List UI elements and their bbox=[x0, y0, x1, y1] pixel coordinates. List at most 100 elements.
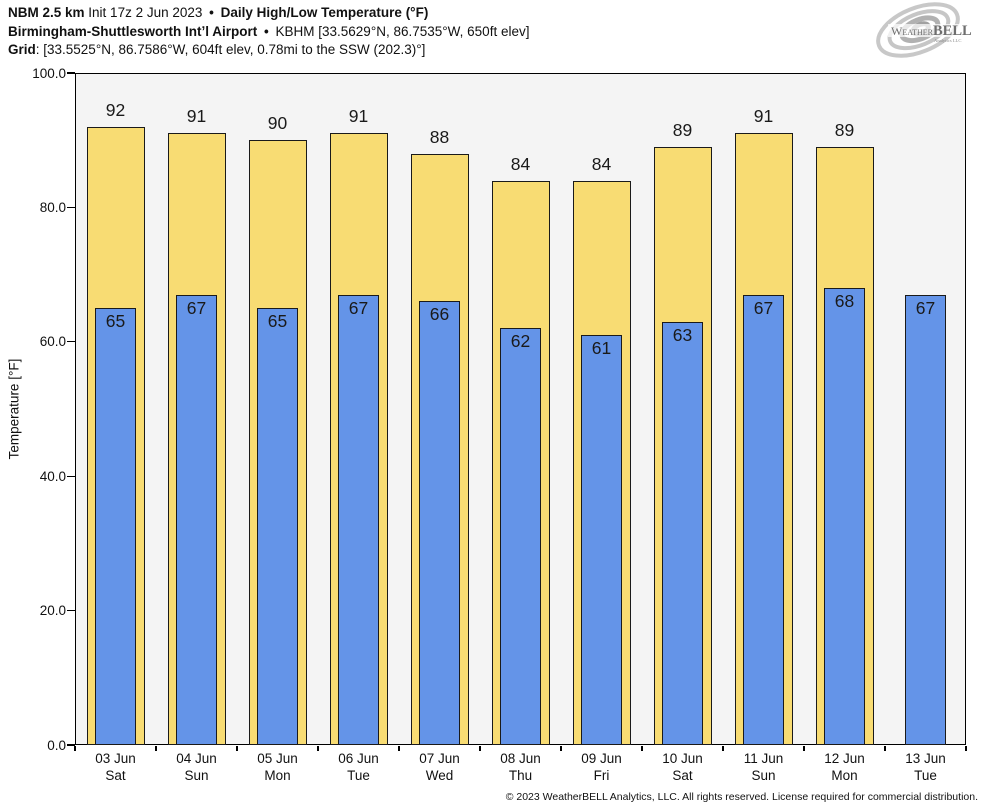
high-value-label: 88 bbox=[429, 126, 450, 147]
low-bar bbox=[338, 294, 379, 745]
grid-details: : [33.5525°N, 86.7586°W, 604ft elev, 0.7… bbox=[35, 42, 426, 57]
x-axis-date: 05 Jun bbox=[257, 751, 298, 766]
station-details: KBHM [33.5629°N, 86.7535°W, 650ft elev] bbox=[275, 23, 530, 39]
x-axis-label: 10 Jun Sat bbox=[642, 751, 723, 784]
low-value-label: 61 bbox=[591, 338, 612, 359]
low-bar bbox=[95, 308, 136, 745]
x-axis-label: 06 Jun Tue bbox=[318, 751, 399, 784]
high-value-label: 90 bbox=[267, 113, 288, 134]
logo-text-bell: BELL bbox=[933, 23, 972, 39]
high-value-label: 92 bbox=[105, 99, 126, 120]
low-bar bbox=[581, 335, 622, 745]
product-title: Daily High/Low Temperature (°F) bbox=[220, 5, 429, 20]
x-tick-mark bbox=[722, 745, 724, 751]
x-axis-weekday: Sun bbox=[184, 767, 209, 783]
y-tick-mark bbox=[67, 744, 75, 746]
x-axis-weekday: Sat bbox=[105, 767, 126, 783]
high-value-label: 91 bbox=[186, 106, 207, 127]
x-axis-date: 11 Jun bbox=[743, 751, 784, 766]
low-bar bbox=[257, 308, 298, 745]
x-tick-mark bbox=[236, 745, 238, 751]
y-tick-label: 80.0 bbox=[39, 199, 66, 215]
low-bar bbox=[176, 294, 217, 745]
low-value-label: 68 bbox=[834, 291, 855, 312]
low-value-label: 67 bbox=[753, 297, 774, 318]
chart-header: NBM 2.5 km Init 17z 2 Jun 2023 • Daily H… bbox=[8, 4, 529, 60]
low-value-label: 63 bbox=[672, 324, 693, 345]
x-tick-mark bbox=[803, 745, 805, 751]
x-axis-date: 07 Jun bbox=[419, 751, 460, 766]
x-axis-weekday: Sat bbox=[672, 767, 693, 783]
x-axis-label: 09 Jun Fri bbox=[561, 751, 642, 784]
x-axis-label: 13 Jun Tue bbox=[885, 751, 966, 784]
init-time: Init 17z 2 Jun 2023 bbox=[88, 5, 203, 20]
low-value-label: 67 bbox=[186, 297, 207, 318]
low-bar bbox=[419, 301, 460, 745]
x-axis-weekday: Fri bbox=[593, 767, 610, 783]
x-axis-label: 03 Jun Sat bbox=[75, 751, 156, 784]
x-axis-date: 03 Jun bbox=[95, 751, 136, 766]
y-tick-mark bbox=[67, 609, 75, 612]
x-tick-mark bbox=[479, 745, 481, 751]
x-tick-mark bbox=[317, 745, 319, 751]
x-tick-mark bbox=[884, 745, 886, 751]
low-value-label: 66 bbox=[429, 304, 450, 325]
high-value-label: 89 bbox=[672, 119, 693, 140]
x-axis-date: 12 Jun bbox=[824, 751, 865, 766]
model-name: NBM 2.5 km bbox=[8, 5, 85, 20]
y-tick-label: 60.0 bbox=[39, 334, 66, 350]
x-axis-weekday: Wed bbox=[425, 767, 454, 783]
x-axis-weekday: Mon bbox=[264, 767, 291, 783]
footer-copyright: © 2023 WeatherBELL Analytics, LLC. All r… bbox=[505, 791, 978, 803]
x-axis-date: 04 Jun bbox=[176, 751, 217, 766]
low-bar bbox=[743, 294, 784, 745]
high-value-label: 91 bbox=[348, 106, 369, 127]
high-value-label: 84 bbox=[591, 153, 612, 174]
weatherbell-logo: WeatherBELL Analytics LLC bbox=[876, 2, 980, 58]
svg-text:WeatherBELL: WeatherBELL bbox=[891, 23, 972, 39]
x-axis-date: 13 Jun bbox=[905, 751, 946, 766]
high-value-label: 84 bbox=[510, 153, 531, 174]
x-axis-label: 12 Jun Mon bbox=[804, 751, 885, 784]
low-bar bbox=[905, 294, 946, 745]
x-tick-mark bbox=[560, 745, 562, 751]
separator-dot: • bbox=[264, 23, 269, 39]
y-tick-mark bbox=[67, 341, 75, 343]
low-bar bbox=[500, 328, 541, 745]
grid-label: Grid bbox=[8, 42, 36, 57]
x-axis-label: 08 Jun Thu bbox=[480, 751, 561, 784]
x-axis-date: 09 Jun bbox=[581, 751, 622, 766]
y-tick-label: 20.0 bbox=[39, 603, 66, 619]
y-tick-mark bbox=[67, 475, 75, 477]
y-axis-title: Temperature [°F] bbox=[6, 358, 22, 460]
x-tick-mark bbox=[641, 745, 643, 751]
low-bar bbox=[662, 321, 703, 745]
high-value-label: 89 bbox=[834, 119, 855, 140]
title-line-2: Birmingham-Shuttlesworth Intʼl Airport •… bbox=[8, 23, 529, 42]
x-axis-label: 04 Jun Sun bbox=[156, 751, 237, 784]
y-tick-mark bbox=[67, 206, 75, 209]
x-axis-label: 07 Jun Wed bbox=[399, 751, 480, 784]
y-tick-label: 100.0 bbox=[32, 65, 66, 81]
low-value-label: 65 bbox=[267, 311, 288, 332]
x-tick-mark bbox=[398, 745, 400, 751]
logo-text-weather: Weather bbox=[891, 24, 934, 38]
logo-subtext: Analytics LLC bbox=[934, 38, 961, 43]
x-axis-weekday: Mon bbox=[831, 767, 858, 783]
low-bar bbox=[824, 288, 865, 745]
station-name: Birmingham-Shuttlesworth Intʼl Airport bbox=[8, 23, 258, 39]
x-axis-date: 08 Jun bbox=[500, 751, 541, 766]
low-value-label: 67 bbox=[915, 297, 936, 318]
low-value-label: 62 bbox=[510, 331, 531, 352]
y-tick-mark bbox=[67, 72, 75, 74]
title-line-1: NBM 2.5 km Init 17z 2 Jun 2023 • Daily H… bbox=[8, 4, 529, 23]
low-value-label: 67 bbox=[348, 297, 369, 318]
x-axis-label: 05 Jun Mon bbox=[237, 751, 318, 784]
x-tick-mark bbox=[74, 745, 76, 751]
x-tick-mark bbox=[965, 745, 967, 751]
x-axis-date: 10 Jun bbox=[662, 751, 703, 766]
y-tick-label: 40.0 bbox=[39, 468, 66, 484]
x-axis-label: 11 Jun Sun bbox=[723, 751, 804, 784]
x-tick-mark bbox=[155, 745, 157, 751]
x-axis-weekday: Tue bbox=[347, 767, 370, 783]
